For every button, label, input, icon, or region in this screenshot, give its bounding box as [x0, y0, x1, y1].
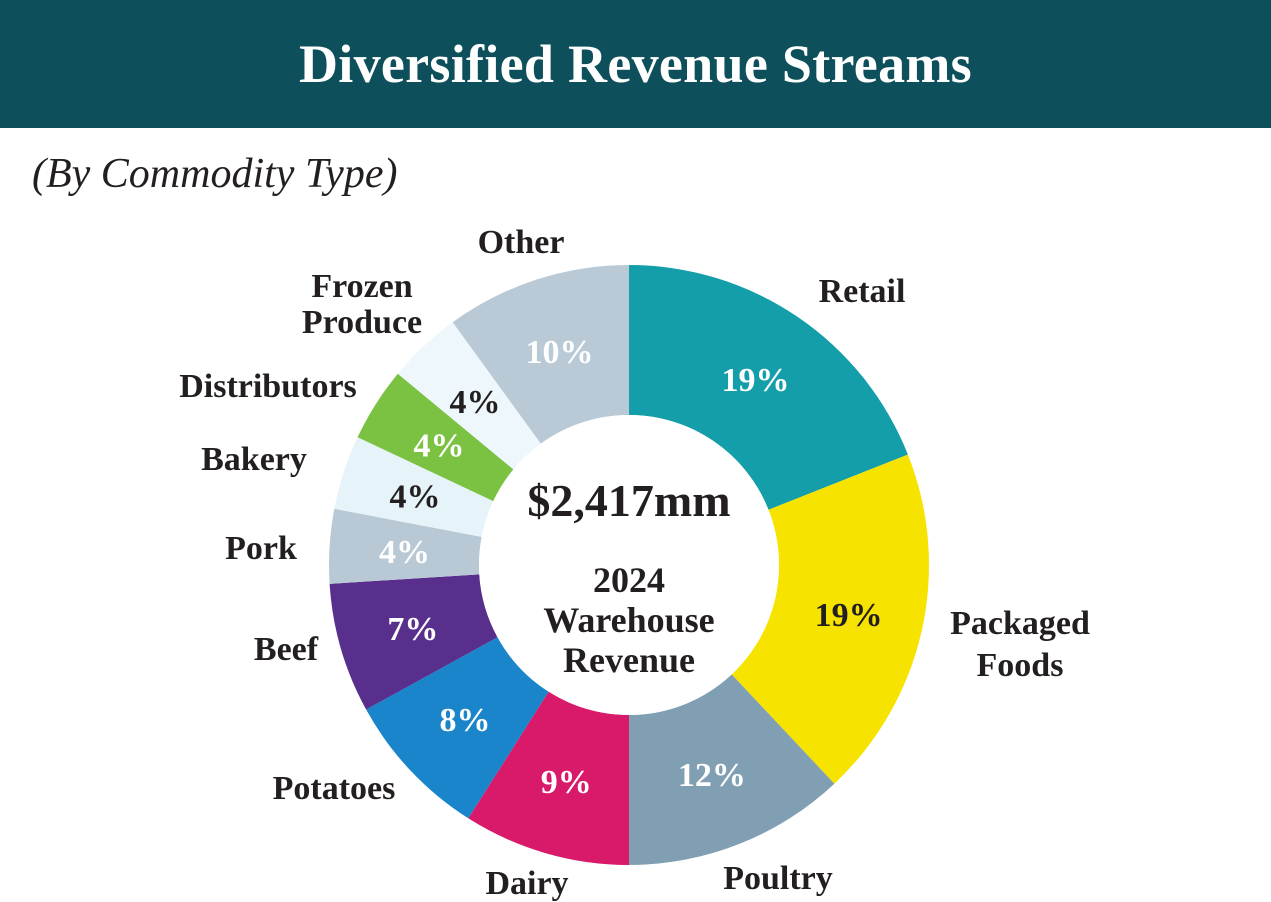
percent-label-retail: 19%	[721, 362, 789, 399]
category-label-potatoes: Potatoes	[273, 770, 396, 807]
category-label-dairy: Dairy	[485, 865, 568, 902]
slice-distributors	[357, 373, 514, 502]
slice-bakery	[334, 437, 494, 537]
category-label-distributors: Distributors	[179, 368, 357, 405]
slice-packaged-foods	[731, 454, 929, 784]
category-label-packaged-foods: Packaged Foods	[950, 605, 1090, 684]
chart-subtitle: (By Commodity Type)	[32, 151, 398, 197]
page-title: Diversified Revenue Streams	[299, 34, 972, 94]
donut-slices	[329, 265, 929, 866]
percent-label-beef: 7%	[387, 611, 438, 648]
category-label-beef: Beef	[254, 631, 319, 668]
category-label-retail: Retail	[819, 273, 906, 310]
percent-label-potatoes: 8%	[439, 702, 490, 739]
donut-hole	[479, 415, 779, 715]
donut-center: $2,417mm 2024 Warehouse Revenue	[527, 475, 730, 680]
percent-label-poultry: 12%	[678, 757, 746, 794]
slice-potatoes	[366, 637, 549, 819]
percent-label-pork: 4%	[379, 534, 430, 571]
percent-label-other: 10%	[525, 334, 593, 371]
percent-label-distributors: 4%	[414, 427, 465, 464]
category-labels: Retail Packaged Foods Poultry Dairy Potatoes B…	[179, 224, 1090, 902]
slice-poultry	[629, 674, 835, 865]
category-label-pork: Pork	[225, 530, 297, 567]
center-total: $2,417mm	[527, 475, 730, 526]
slice-frozen-produce	[397, 322, 541, 470]
slice-other	[452, 265, 629, 444]
slice-beef	[329, 574, 498, 710]
category-label-bakery: Bakery	[201, 441, 307, 478]
category-label-frozen-produce: Frozen Produce	[302, 268, 422, 341]
center-label-year: 2024	[593, 560, 665, 600]
percent-labels: 19% 19% 12% 9% 8% 7% 4% 4% 4% 4% 10%	[379, 334, 883, 801]
category-label-other: Other	[478, 224, 565, 261]
slice-retail	[629, 265, 908, 510]
percent-label-packaged-foods: 19%	[815, 597, 883, 634]
slice-pork	[329, 508, 482, 584]
slice-dairy	[468, 691, 629, 866]
percent-label-dairy: 9%	[541, 764, 592, 801]
center-label-revenue: Revenue	[563, 640, 695, 680]
percent-label-frozen-produce: 4%	[449, 384, 500, 421]
percent-label-bakery: 4%	[390, 478, 441, 515]
title-banner: Diversified Revenue Streams	[0, 0, 1271, 128]
center-label-warehouse: Warehouse	[543, 600, 714, 640]
category-label-poultry: Poultry	[723, 860, 833, 897]
